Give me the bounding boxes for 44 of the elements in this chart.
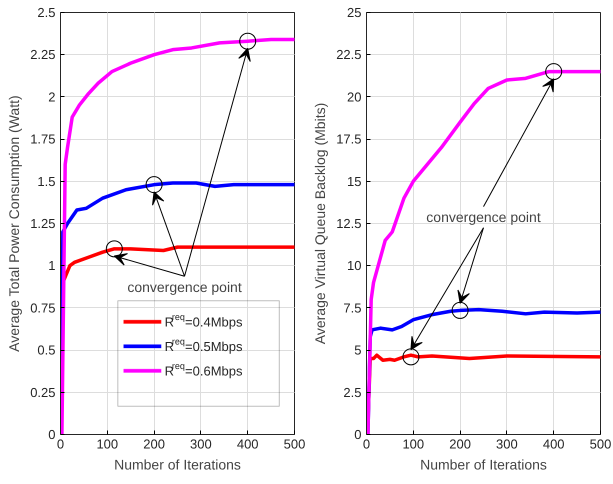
point bbox=[146, 176, 163, 194]
y-tick-label: 12.5 bbox=[336, 216, 362, 231]
y-tick-label: 17.5 bbox=[336, 132, 362, 147]
point bbox=[106, 240, 123, 258]
y-tick-label: 2 bbox=[48, 89, 56, 104]
y-tick-label: 2.5 bbox=[37, 5, 56, 20]
y-tick-label: 1.5 bbox=[37, 174, 56, 189]
annotation: convergence point bbox=[127, 278, 242, 295]
y-tick-label: 10 bbox=[347, 258, 362, 274]
y-axis-title: Average Total Power Consumption (Watt) bbox=[6, 95, 22, 352]
x-axis-title: Number of Iterations bbox=[114, 456, 241, 472]
point bbox=[239, 32, 256, 50]
y-tick-label: 15 bbox=[347, 174, 362, 189]
x-tick-label: 500 bbox=[284, 436, 306, 452]
point bbox=[402, 348, 420, 366]
x-tick-label: 500 bbox=[590, 436, 612, 452]
y-tick-label: 0 bbox=[354, 427, 362, 442]
x-tick-label: 200 bbox=[449, 436, 471, 452]
y-tick-label: 1 bbox=[48, 258, 56, 274]
annotation: convergence point bbox=[426, 209, 541, 226]
x-tick-label: 300 bbox=[190, 436, 212, 452]
y-tick-label: 20 bbox=[347, 89, 362, 104]
y-tick-label: 7.5 bbox=[343, 300, 362, 316]
x-tick-label: 200 bbox=[143, 436, 165, 452]
y-tick-label: 2.5 bbox=[343, 384, 362, 400]
y-tick-label: 22.5 bbox=[336, 47, 362, 62]
x-tick-label: 400 bbox=[542, 436, 565, 452]
x-tick-label: 300 bbox=[496, 436, 518, 452]
y-tick-label: 1.75 bbox=[30, 132, 56, 147]
y-tick-label: 0 bbox=[48, 427, 56, 442]
x-tick-label: 100 bbox=[96, 436, 118, 452]
y-tick-label: 0.75 bbox=[30, 300, 56, 316]
y-tick-label: 0.25 bbox=[30, 384, 56, 400]
y-tick-label: 5 bbox=[354, 342, 362, 358]
y-axis-title: Average Virtual Queue Backlog (Mbits) bbox=[312, 102, 328, 344]
x-axis-title: Number of Iterations bbox=[420, 456, 547, 472]
y-tick-label: 1.25 bbox=[30, 216, 56, 231]
x-tick-label: 100 bbox=[402, 436, 424, 452]
y-tick-label: 25 bbox=[347, 5, 362, 20]
point bbox=[545, 63, 562, 80]
y-tick-label: 0.5 bbox=[37, 342, 56, 358]
x-tick-label: 400 bbox=[236, 436, 259, 452]
y-tick-label: 2.25 bbox=[30, 47, 56, 62]
point bbox=[452, 302, 469, 319]
